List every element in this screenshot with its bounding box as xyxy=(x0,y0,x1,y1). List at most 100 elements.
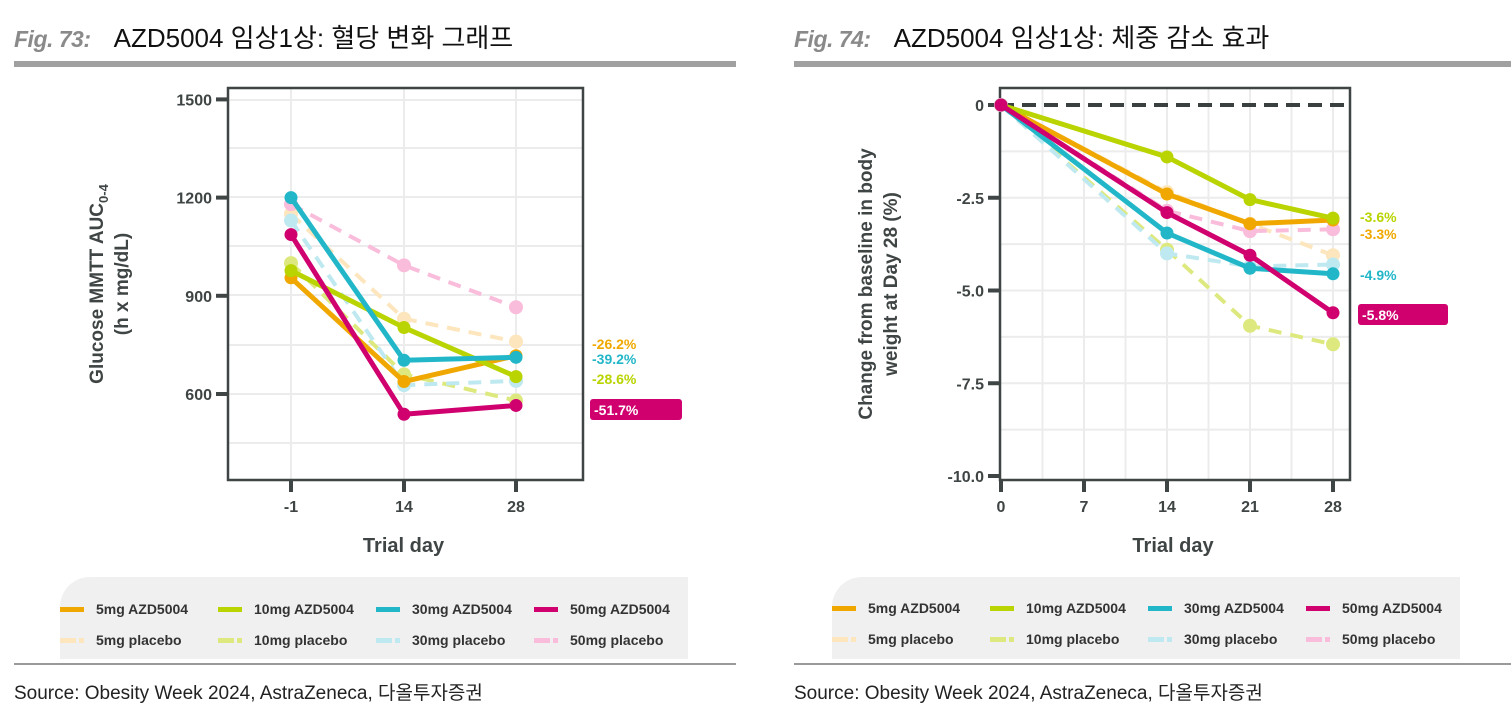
series-50mg-azd5004 xyxy=(994,98,1340,320)
data-point xyxy=(1326,306,1340,320)
y-tick-label: 600 xyxy=(185,387,212,404)
series-50mg-azd5004 xyxy=(284,228,523,421)
data-point xyxy=(284,228,298,242)
data-point xyxy=(994,98,1008,112)
annotation-box xyxy=(1358,304,1448,325)
legend-item: 50mg placebo xyxy=(1306,631,1464,647)
annotation-label: -26.2% xyxy=(592,336,637,352)
legend-label: 5mg placebo xyxy=(868,631,954,647)
legend-swatch xyxy=(60,637,84,643)
legend-item: 10mg AZD5004 xyxy=(990,600,1148,616)
figure-number: Fig. 74: xyxy=(794,26,871,52)
legend-label: 10mg AZD5004 xyxy=(254,601,354,617)
legend-item: 10mg AZD5004 xyxy=(218,601,376,617)
figure-header: Fig. 73: AZD5004 임상1상: 혈당 변화 그래프 xyxy=(14,18,513,55)
data-point xyxy=(1160,246,1174,261)
data-point xyxy=(1160,226,1174,240)
series-line xyxy=(999,102,1334,227)
x-axis-title: Trial day xyxy=(363,535,445,557)
legend-item: 5mg AZD5004 xyxy=(832,600,990,616)
x-tick-label: 21 xyxy=(1241,499,1259,516)
data-point xyxy=(284,213,298,228)
annotation-label: -28.6% xyxy=(592,371,637,387)
legend-item: 5mg AZD5004 xyxy=(60,601,218,617)
figure-number: Fig. 73: xyxy=(14,26,91,52)
data-point xyxy=(1160,206,1174,220)
x-axis-title: Trial day xyxy=(1132,535,1214,557)
legend-label: 30mg AZD5004 xyxy=(1184,600,1284,616)
source-divider xyxy=(794,663,1511,665)
annotation-label: -39.2% xyxy=(592,351,637,367)
legend-swatch xyxy=(534,637,558,643)
y-tick-label: -10.0 xyxy=(948,469,985,486)
series-30mg-azd5004 xyxy=(284,191,523,367)
series-line xyxy=(1000,102,1334,221)
legend-swatch xyxy=(376,606,400,612)
legend-label: 5mg AZD5004 xyxy=(96,601,189,617)
annotation-box xyxy=(590,399,682,420)
data-point xyxy=(397,321,411,335)
legend-label: 50mg placebo xyxy=(1342,631,1436,647)
title-divider xyxy=(14,61,736,67)
legend-label: 10mg AZD5004 xyxy=(1026,600,1126,616)
annotation-label: -3.3% xyxy=(1360,226,1397,242)
chart-legend: 5mg AZD5004 10mg AZD5004 30mg AZD5004 50… xyxy=(60,577,688,659)
legend-item: 30mg AZD5004 xyxy=(1148,600,1306,616)
series-line xyxy=(999,103,1334,277)
data-point xyxy=(1243,193,1257,207)
legend-label: 50mg AZD5004 xyxy=(570,601,670,617)
data-point xyxy=(397,258,411,273)
x-tick-label: 14 xyxy=(1158,499,1176,516)
legend-row-placebo: 5mg placebo 10mg placebo 30mg placebo 50… xyxy=(60,632,692,648)
y-tick-label: 900 xyxy=(185,289,212,306)
legend-label: 30mg AZD5004 xyxy=(412,601,512,617)
source-note: Source: Obesity Week 2024, AstraZeneca, … xyxy=(14,683,483,704)
plot-frame xyxy=(998,86,1352,482)
data-point xyxy=(509,398,523,412)
y-tick-label: 1200 xyxy=(176,191,212,208)
data-point xyxy=(1326,211,1340,225)
data-point xyxy=(509,350,523,364)
y-axis-title: Glucose MMTT AUC0-4(h x mg/dL) xyxy=(87,183,133,383)
title-divider xyxy=(794,61,1511,67)
data-point xyxy=(509,370,523,384)
legend-swatch xyxy=(218,637,242,643)
data-point xyxy=(1243,261,1257,275)
x-tick-label: 28 xyxy=(1324,499,1342,516)
data-point xyxy=(1326,267,1340,281)
legend-row-drug: 5mg AZD5004 10mg AZD5004 30mg AZD5004 50… xyxy=(60,601,692,617)
legend-swatch xyxy=(990,636,1014,642)
y-axis-title: Change from baseline in body weight at Da… xyxy=(856,148,902,420)
data-point xyxy=(397,353,411,367)
data-point xyxy=(284,191,298,205)
legend-label: 30mg placebo xyxy=(1184,631,1278,647)
legend-swatch xyxy=(1148,605,1172,611)
legend-item: 10mg placebo xyxy=(990,631,1148,647)
legend-swatch xyxy=(218,606,242,612)
x-tick-label: 7 xyxy=(1080,499,1089,516)
figure-title: AZD5004 임상1상: 체중 감소 효과 xyxy=(893,23,1270,53)
legend-item: 5mg placebo xyxy=(832,631,990,647)
legend-label: 50mg AZD5004 xyxy=(1342,600,1442,616)
plot-frame xyxy=(226,86,585,482)
legend-item: 50mg AZD5004 xyxy=(534,601,692,617)
legend-item: 30mg placebo xyxy=(376,632,534,648)
legend-item: 5mg placebo xyxy=(60,632,218,648)
figure-73-panel: Fig. 73: AZD5004 임상1상: 혈당 변화 그래프 600 900 1… xyxy=(0,0,750,710)
data-point xyxy=(1243,248,1257,262)
legend-item: 10mg placebo xyxy=(218,632,376,648)
data-point xyxy=(1243,217,1257,231)
data-point xyxy=(1326,337,1340,352)
data-point xyxy=(1160,187,1174,201)
legend-swatch xyxy=(1306,636,1330,642)
y-tick-label: -2.5 xyxy=(956,191,984,208)
legend-row-placebo: 5mg placebo 10mg placebo 30mg placebo 50… xyxy=(832,631,1464,647)
data-point xyxy=(509,334,523,349)
legend-label: 5mg placebo xyxy=(96,632,182,648)
figure-title: AZD5004 임상1상: 혈당 변화 그래프 xyxy=(113,23,514,53)
legend-item: 50mg AZD5004 xyxy=(1306,600,1464,616)
data-point xyxy=(1243,318,1257,333)
annotation-label: -3.6% xyxy=(1360,209,1397,225)
y-tick-label: 1500 xyxy=(176,92,212,109)
glucose-chart: 600 900 1200 1500 -1 14 28 Trial day Glucose MMT… xyxy=(87,86,682,557)
